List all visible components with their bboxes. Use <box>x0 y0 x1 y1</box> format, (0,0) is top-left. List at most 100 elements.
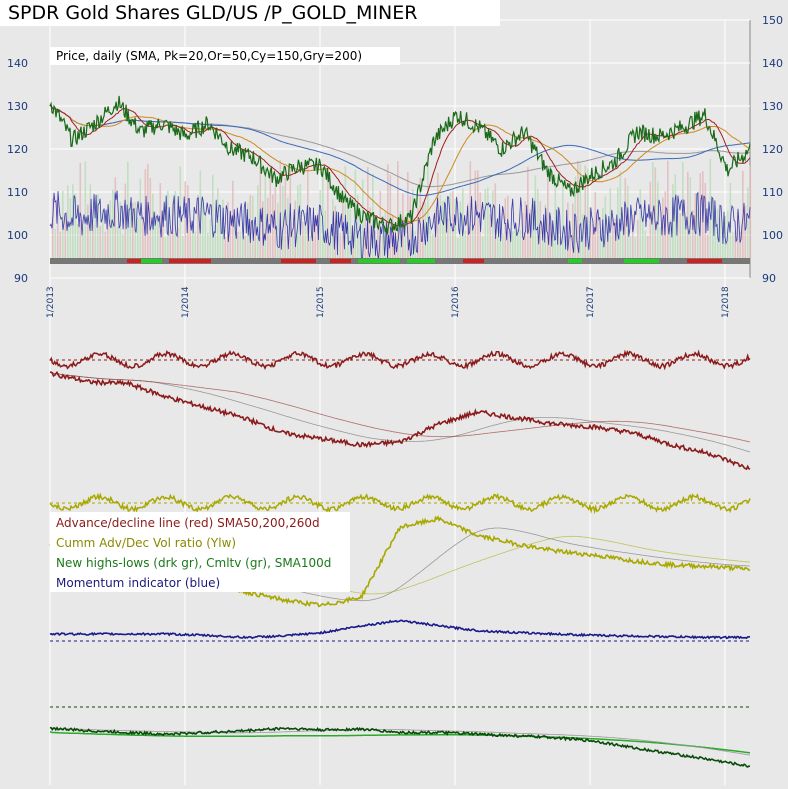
volume-bar <box>317 213 319 258</box>
volume-bar <box>114 177 117 258</box>
price-line <box>49 95 751 235</box>
volume-bar <box>599 230 602 258</box>
legend-item-adv-dec-vol: Cumm Adv/Dec Vol ratio (Ylw) <box>56 536 237 550</box>
y-tick-label-right: 150 <box>762 14 783 27</box>
volume-bar <box>164 237 167 258</box>
volume-bar <box>214 224 217 258</box>
momentum-line <box>49 619 751 640</box>
volume-bar <box>69 198 72 258</box>
y-tick-label-right: 100 <box>762 229 783 242</box>
volume-bar <box>192 224 194 258</box>
volume-bar <box>414 231 417 258</box>
y-tick-label-right: 140 <box>762 57 783 70</box>
volume-bar <box>734 230 737 258</box>
volume-bar <box>429 218 432 258</box>
volume-bar <box>224 237 227 258</box>
advance-decline-oscillator <box>49 349 751 371</box>
volume-bar <box>327 166 329 258</box>
volume-bar <box>612 218 614 258</box>
volume-bar <box>369 207 372 258</box>
volume-bar <box>239 231 242 258</box>
volume-bar <box>679 213 682 258</box>
volume-bar <box>707 234 709 258</box>
volume-bar <box>357 195 359 258</box>
volume-bar <box>197 195 199 258</box>
volume-bar <box>254 228 257 258</box>
volume-bar <box>484 188 487 258</box>
volume-bar <box>712 200 714 258</box>
volume-bar <box>167 191 169 258</box>
volume-bar <box>714 207 717 258</box>
volume-bar <box>264 167 267 258</box>
volume-bar <box>569 236 572 258</box>
volume-bar <box>519 229 522 258</box>
volume-bar <box>234 216 237 258</box>
volume-bar <box>209 219 212 258</box>
x-tick-label: 1/2015 <box>316 286 326 318</box>
volume-bar <box>469 161 472 258</box>
new-highs-lows-cumulative-line <box>49 731 751 754</box>
volume-bar <box>142 216 144 258</box>
volume-bar <box>427 166 429 258</box>
volume-bar <box>634 236 637 258</box>
volume-bar <box>212 174 214 258</box>
volume-bar <box>632 214 634 258</box>
volume-bar <box>77 223 79 258</box>
volume-bar <box>242 223 244 258</box>
volume-bar <box>102 209 104 258</box>
regime-segment <box>624 259 659 263</box>
volume-bar <box>309 235 312 258</box>
volume-bar <box>322 171 324 258</box>
volume-bar <box>507 195 509 258</box>
adv-dec-vol-oscillator <box>49 492 751 515</box>
volume-bar <box>504 198 507 258</box>
volume-bar <box>64 215 67 258</box>
volume-bar <box>694 193 697 258</box>
volume-bar <box>637 219 639 258</box>
y-tick-label-left: 140 <box>7 57 28 70</box>
volume-bar <box>249 194 252 258</box>
volume-bar <box>497 236 499 258</box>
volume-bar <box>379 190 382 258</box>
volume-bar <box>537 188 539 258</box>
regime-segment <box>169 259 211 263</box>
volume-bar <box>674 174 677 258</box>
volume-bar <box>302 221 304 258</box>
y-tick-label-right: 130 <box>762 100 783 113</box>
volume-bar <box>602 207 604 258</box>
volume-bar <box>329 231 332 258</box>
volume-bar <box>652 162 654 258</box>
new-highs-lows-sma-line <box>49 727 751 756</box>
y-tick-label-left: 120 <box>7 143 28 156</box>
volume-bar <box>92 224 94 258</box>
volume-bar <box>744 205 747 258</box>
volume-bar <box>687 171 689 258</box>
regime-segment <box>407 259 435 263</box>
x-tick-label: 1/2018 <box>721 286 731 318</box>
volume-bar <box>292 233 294 258</box>
volume-bar <box>149 178 152 258</box>
volume-bar <box>719 218 722 258</box>
volume-bar <box>524 201 527 258</box>
volume-bar <box>697 193 699 258</box>
volume-bar <box>432 233 434 258</box>
volume-bar <box>559 237 562 258</box>
chart-title: SPDR Gold Shares GLD/US /P_GOLD_MINER <box>0 0 500 26</box>
volume-bar <box>574 176 577 258</box>
volume-bar <box>659 227 662 258</box>
volume-bar <box>162 216 164 258</box>
volume-bar <box>527 166 529 258</box>
volume-bar <box>304 212 307 258</box>
volume-bar <box>397 161 399 258</box>
volume-bar <box>649 181 652 258</box>
volume-bar <box>487 187 489 258</box>
volume-bar <box>109 200 112 258</box>
y-tick-label-left: 110 <box>7 186 28 199</box>
volume-bar <box>567 202 569 258</box>
volume-bar <box>372 173 374 258</box>
advance-decline-sma-long-line <box>49 371 751 443</box>
volume-bar <box>244 235 247 258</box>
volume-bar <box>284 177 287 258</box>
volume-bar <box>624 178 627 258</box>
